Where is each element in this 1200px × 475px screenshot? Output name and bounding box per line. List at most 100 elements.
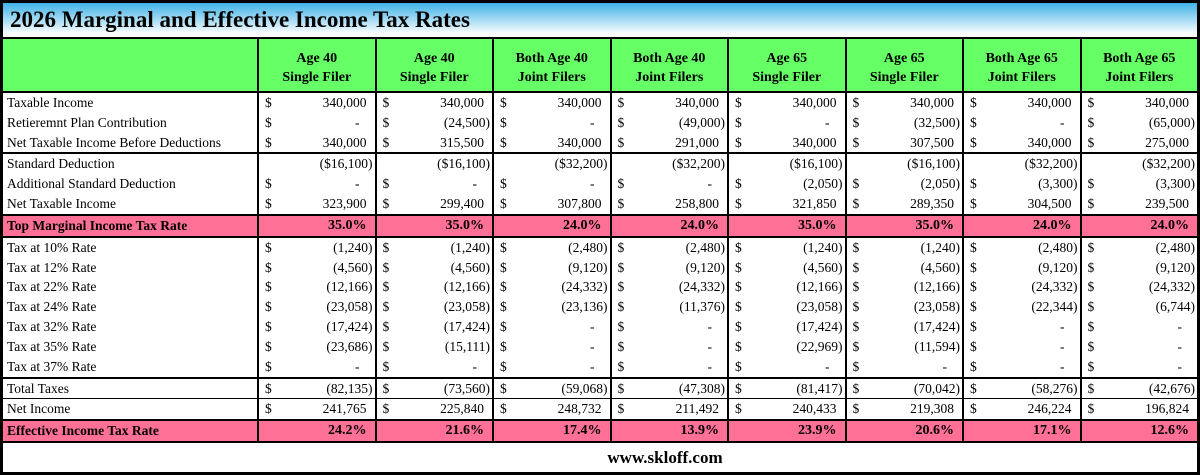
amount-cell: $ (59,068) [492,378,610,399]
cell-value: 12.6% [1150,423,1190,439]
dollar-sign: $ [265,279,272,295]
table-footer: www.skloff.com [3,441,1197,472]
amount-cell: $ - [1079,336,1198,357]
rate-cell: 24.0% [492,215,610,236]
dollar-sign: $ [970,239,977,255]
cell-value: ($16,100) [907,156,960,172]
dollar-sign: $ [265,196,272,212]
cell-value: - [707,176,713,192]
amount-cell: $340,000 [492,132,610,153]
row-label: Tax at 24% Rate [7,299,97,315]
table-row: Tax at 32% Rate $ (17,424) $ (17,424) $ - $ - $ (1… [3,317,1197,337]
dollar-sign: $ [500,239,507,255]
cell-value: (2,480) [685,239,725,255]
cell-value: - [1060,114,1065,130]
row-label: Net Taxable Income Before Deductions [7,134,221,150]
row-label: Tax at 12% Rate [7,259,97,275]
dollar-sign: $ [500,114,507,130]
rate-cell: 13.9% [609,421,728,442]
website-link[interactable]: www.skloff.com [607,447,723,467]
rate-cell: 24.0% [1079,215,1198,236]
row-label: Tax at 10% Rate [7,239,97,255]
dollar-sign: $ [970,401,977,417]
amount-cell: $ (4,560) [727,257,845,278]
cell-value: - [1177,338,1183,354]
dollar-sign: $ [852,401,860,417]
cell-value: - [355,358,360,374]
amount-cell: $340,000 [609,93,728,113]
row-label: Tax at 22% Rate [7,279,97,295]
column-header-line2: Single Filer [869,70,939,85]
dollar-sign: $ [735,299,742,315]
cell-value: (24,332) [678,279,725,295]
cell-value: 241,765 [322,401,367,417]
column-header: Age 40 Single Filer [257,39,375,91]
dollar-sign: $ [852,299,860,315]
dollar-sign: $ [1087,299,1095,315]
dollar-sign: $ [970,380,977,396]
amount-cell: $ (24,500) [374,112,493,133]
column-header-line2: Single Filer [752,70,822,85]
dollar-sign: $ [617,380,625,396]
cell-value: (17,424) [796,319,843,335]
cell-value: (1,240) [803,239,843,255]
amount-cell: $240,433 [727,399,845,420]
column-header-line1: Both Age 65 [1103,51,1176,66]
cell-value: ($16,100) [319,156,373,172]
dollar-sign: $ [970,94,977,110]
column-header-line1: Both Age 65 [985,51,1058,66]
cell-value: - [1177,358,1183,374]
dollar-sign: $ [500,259,507,275]
cell-value: (49,000) [678,114,725,130]
cell-value: 240,433 [792,401,837,417]
page-title: 2026 Marginal and Effective Income Tax R… [3,3,1197,39]
cell-value: 35.0% [915,217,955,233]
dollar-sign: $ [382,299,390,315]
dollar-sign: $ [970,338,977,354]
table-row: Standard Deduction ($16,100) ($16,100) ($32… [3,152,1197,175]
cell-value: 17.4% [563,423,602,439]
amount-cell: $ - [374,356,493,377]
dollar-sign: $ [617,239,625,255]
cell-value: ($32,200) [672,156,725,172]
cell-value: 289,350 [910,196,954,212]
cell-value: (65,000) [1148,114,1195,130]
column-header: Both Age 65 Joint Filers [1079,39,1198,91]
cell-value: 248,732 [557,401,602,417]
cell-value: (3,300) [1038,176,1078,192]
amount-cell: $ (6,744) [1079,297,1198,318]
row-label: Tax at 32% Rate [7,319,97,335]
amount-cell: $ - [492,356,610,377]
amount-cell: $219,308 [844,399,963,420]
row-label: Effective Income Tax Rate [7,423,159,439]
dollar-sign: $ [852,358,860,374]
table-row: Retieremnt Plan Contribution $ - $ (24,500) $… [3,112,1197,133]
cell-value: 219,308 [910,401,954,417]
cell-value: (9,120) [1155,259,1195,275]
amount-cell: $ (4,560) [844,257,963,278]
cell-value: - [355,114,360,130]
table-header: Age 40 Single Filer Age 40 Single Filer Both… [3,39,1197,93]
amount-cell: $ - [492,174,610,195]
cell-value: (6,744) [1155,299,1195,315]
rate-cell: 12.6% [1079,421,1198,442]
amount-cell: $ (23,058) [844,297,963,318]
amount-cell: $ (24,332) [492,277,610,298]
cell-value: (2,480) [1155,239,1195,255]
dollar-sign: $ [265,94,272,110]
dollar-sign: $ [265,114,272,130]
dollar-sign: $ [265,319,272,335]
cell-value: (9,120) [568,259,608,275]
cell-value: (12,166) [443,279,490,295]
cell-value: 299,400 [440,196,484,212]
cell-value: (22,344) [1031,299,1078,315]
cell-value: 275,000 [1145,134,1189,150]
cell-value: 35.0% [328,217,367,233]
amount-cell: $ (49,000) [609,112,728,133]
amount-cell: $ - [492,317,610,337]
cell-value: ($32,200) [1024,156,1078,172]
dollar-sign: $ [382,176,390,192]
amount-cell: $ (23,058) [727,297,845,318]
amount-cell: $340,000 [962,93,1080,113]
